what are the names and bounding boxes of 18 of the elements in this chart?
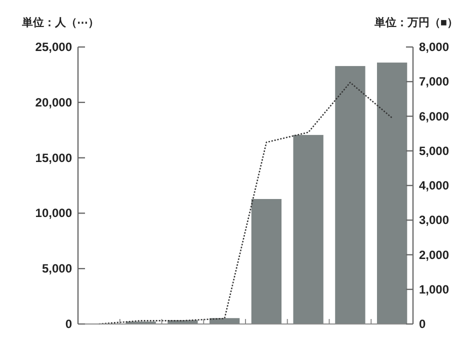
- y2-tick-label: 1,000: [419, 282, 450, 296]
- y2-tick-label: 3,000: [419, 213, 450, 228]
- y-tick-label: 0: [65, 317, 72, 331]
- y-axis-title: 単位：人（⋯）: [21, 16, 99, 29]
- y2-axis-title: 単位：万円（■）: [373, 16, 458, 29]
- y2-tick-label: 7,000: [419, 74, 450, 89]
- y-tick-label: 10,000: [35, 206, 72, 220]
- y-tick-label: 5,000: [42, 262, 72, 276]
- y2-tick-label: 8,000: [419, 40, 450, 54]
- y2-tick-label: 6,000: [419, 109, 450, 124]
- y-tick-label: 25,000: [35, 40, 72, 54]
- line-series: [98, 82, 393, 325]
- y2-tick-label: 5,000: [419, 144, 450, 158]
- y-tick-label: 20,000: [35, 95, 72, 110]
- y2-tick-label: 2,000: [419, 248, 450, 262]
- y2-tick-label: 4,000: [419, 178, 450, 192]
- y2-tick-label: 0: [419, 317, 426, 331]
- y-tick-label: 15,000: [35, 150, 72, 165]
